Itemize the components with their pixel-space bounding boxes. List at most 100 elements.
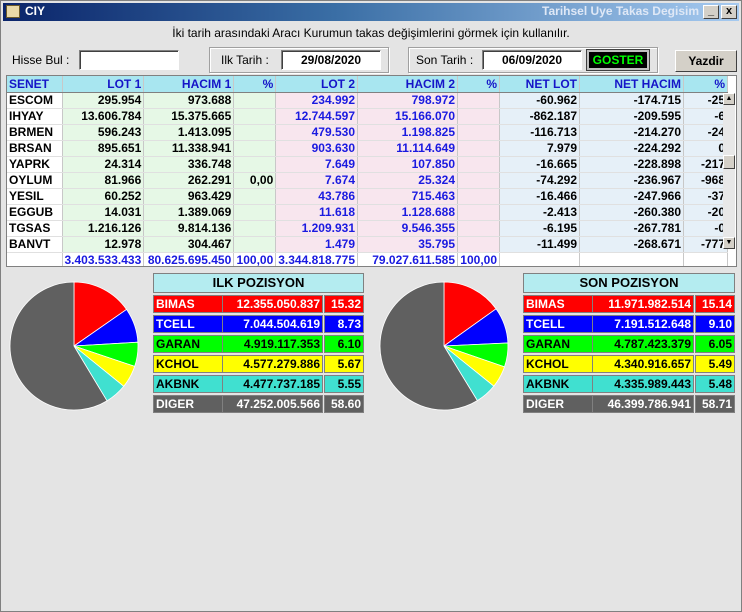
table-row[interactable]: ESCOM 295.954 973.688 234.992 798.972 -60.962… xyxy=(7,92,728,109)
total-cell: 80.625.695.450 xyxy=(143,251,235,266)
table-cell: 9.546.355 xyxy=(357,220,458,237)
table-cell: 1.198.825 xyxy=(357,124,458,141)
table-row[interactable]: EGGUB 14.031 1.389.069 11.618 1.128.688 -2.41… xyxy=(7,204,728,221)
yazdir-button[interactable]: Yazdir xyxy=(675,50,737,72)
total-cell: 3.344.818.775 xyxy=(275,251,358,266)
position-value: 46.399.786.941 xyxy=(592,395,694,413)
table-cell: -2.413 xyxy=(499,204,580,221)
table-cell: -267.781 xyxy=(579,220,684,237)
table-cell: -6 xyxy=(683,108,728,125)
column-header[interactable]: NET HACIM xyxy=(579,76,684,93)
table-row[interactable]: TGSAS 1.216.126 9.814.136 1.209.931 9.546.35… xyxy=(7,220,728,237)
ilk-slice-bimas xyxy=(73,281,128,347)
position-value: 12.355.050.837 xyxy=(222,295,323,313)
table-cell: -25 xyxy=(683,92,728,109)
table-cell: 11.114.649 xyxy=(357,140,458,157)
son-pozisyon-row-akbnk: AKBNK 4.335.989.443 5.48 xyxy=(523,375,735,393)
total-cell xyxy=(683,251,728,266)
son-tarih-input[interactable]: 06/09/2020 xyxy=(482,50,582,70)
son-slice-diger xyxy=(379,281,478,411)
column-header[interactable]: LOT 1 xyxy=(62,76,145,93)
table-cell: 304.467 xyxy=(143,236,235,253)
table-cell: 24.314 xyxy=(62,156,145,173)
total-cell: 3.403.533.433 xyxy=(62,251,145,266)
table-cell xyxy=(457,156,500,173)
table-cell: 11.618 xyxy=(275,204,358,221)
total-cell: 100,00 xyxy=(457,251,500,266)
close-button[interactable]: x xyxy=(721,5,737,19)
table-cell: 7.674 xyxy=(275,172,358,189)
takas-grid[interactable]: SENET LOT 1 HACIM 1% LOT 2 HACIM 2% NET LOT NE… xyxy=(6,75,737,267)
column-header[interactable]: % xyxy=(233,76,277,93)
table-cell: -11.499 xyxy=(499,236,580,253)
table-cell: -24 xyxy=(683,124,728,141)
table-cell: 479.530 xyxy=(275,124,358,141)
title-bar[interactable]: CIY Tarihsel Uye Takas Degisim _ x xyxy=(3,3,739,21)
ilk-tarih-input[interactable]: 29/08/2020 xyxy=(281,50,381,70)
ilk-tarih-group xyxy=(209,47,389,73)
table-row[interactable]: BRSAN 895.651 11.338.941 903.630 11.114.649 7… xyxy=(7,140,728,157)
goster-button[interactable]: GOSTER xyxy=(586,49,650,71)
son-pozisyon-panel: SON POZISYON BIMAS 11.971.982.514 15.14 TCEL… xyxy=(523,273,735,415)
scroll-thumb[interactable] xyxy=(723,155,735,169)
table-cell: 973.688 xyxy=(143,92,235,109)
table-row[interactable]: BANVT 12.978 304.467 1.479 35.795 -11.499 -268… xyxy=(7,236,728,253)
hisse-search-input[interactable] xyxy=(79,50,179,70)
column-header[interactable]: HACIM 1 xyxy=(143,76,235,93)
table-cell: -209.595 xyxy=(579,108,684,125)
position-percent: 15.32 xyxy=(324,295,364,313)
table-cell xyxy=(457,204,500,221)
table-cell: -0 xyxy=(683,220,728,237)
position-name: BIMAS xyxy=(523,295,593,313)
table-cell: -116.713 xyxy=(499,124,580,141)
table-row[interactable]: OYLUM 81.966 262.291 0,00 7.674 25.324 -74.292… xyxy=(7,172,728,189)
table-cell: -6.195 xyxy=(499,220,580,237)
table-cell: -236.967 xyxy=(579,172,684,189)
table-row[interactable]: YAPRK 24.314 336.748 7.649 107.850 -16.665 -22… xyxy=(7,156,728,173)
table-cell xyxy=(457,188,500,205)
table-cell: BRSAN xyxy=(7,140,63,157)
table-cell: 0,00 xyxy=(233,172,277,189)
son-slice-bimas xyxy=(443,281,497,347)
table-cell: OYLUM xyxy=(7,172,63,189)
ilk-pozisyon-row-bimas: BIMAS 12.355.050.837 15.32 xyxy=(153,295,364,313)
table-cell: 1.209.931 xyxy=(275,220,358,237)
table-cell: -247.966 xyxy=(579,188,684,205)
column-header[interactable]: % xyxy=(457,76,500,93)
scroll-up-icon[interactable]: ▲ xyxy=(723,93,735,105)
position-percent: 5.49 xyxy=(695,355,735,373)
column-header[interactable]: % xyxy=(683,76,728,93)
position-value: 4.340.916.657 xyxy=(592,355,694,373)
position-name: KCHOL xyxy=(153,355,223,373)
table-cell: 295.954 xyxy=(62,92,145,109)
table-cell: -16.466 xyxy=(499,188,580,205)
column-header[interactable]: HACIM 2 xyxy=(357,76,458,93)
table-cell: EGGUB xyxy=(7,204,63,221)
minimize-button[interactable]: _ xyxy=(703,5,719,19)
table-row[interactable]: YESIL 60.252 963.429 43.786 715.463 -16.466 -2… xyxy=(7,188,728,205)
total-cell xyxy=(579,251,684,266)
position-percent: 8.73 xyxy=(324,315,364,333)
son-pozisyon-row-diger: DIGER 46.399.786.941 58.71 xyxy=(523,395,735,413)
position-percent: 5.48 xyxy=(695,375,735,393)
table-row[interactable]: BRMEN 596.243 1.413.095 479.530 1.198.825 -11… xyxy=(7,124,728,141)
column-header[interactable]: LOT 2 xyxy=(275,76,358,93)
table-cell: 81.966 xyxy=(62,172,145,189)
grid-vertical-scrollbar[interactable]: ▲ ▼ xyxy=(723,93,735,249)
table-cell xyxy=(233,108,277,125)
scroll-down-icon[interactable]: ▼ xyxy=(723,237,735,249)
column-header[interactable]: NET LOT xyxy=(499,76,580,93)
ilk-tarih-label: Ilk Tarih : xyxy=(221,53,269,67)
column-header[interactable]: SENET xyxy=(7,76,63,93)
position-percent: 15.14 xyxy=(695,295,735,313)
position-percent: 9.10 xyxy=(695,315,735,333)
son-tarih-label: Son Tarih : xyxy=(416,53,474,67)
position-name: KCHOL xyxy=(523,355,593,373)
takas-table: SENET LOT 1 HACIM 1% LOT 2 HACIM 2% NET LOT NE… xyxy=(7,76,728,266)
son-tarih-group xyxy=(408,47,658,73)
table-cell xyxy=(457,140,500,157)
table-cell: 11.338.941 xyxy=(143,140,235,157)
position-name: BIMAS xyxy=(153,295,223,313)
table-row[interactable]: IHYAY 13.606.784 15.375.665 12.744.597 15.16… xyxy=(7,108,728,125)
